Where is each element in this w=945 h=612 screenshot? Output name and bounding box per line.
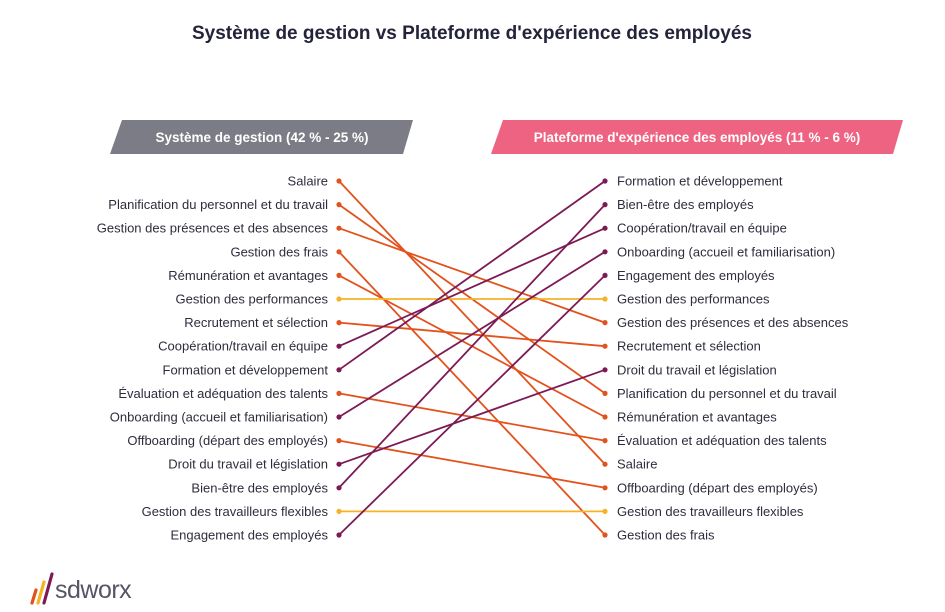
left-label-formation-et-developpement: Formation et développement xyxy=(163,362,329,377)
left-label-gestion-des-frais: Gestion des frais xyxy=(230,244,328,259)
sdworx-logo: sdworx xyxy=(30,572,133,605)
right-label-gestion-des-presences-et-des-absences: Gestion des présences et des absences xyxy=(617,315,849,330)
left-label-evaluation-et-adequation-des-talents: Évaluation et adéquation des talents xyxy=(118,386,328,401)
left-label-droit-du-travail-et-legislation: Droit du travail et législation xyxy=(168,457,328,472)
right-dot-gestion-des-presences-et-des-absences xyxy=(602,320,608,326)
connector-line-salaire xyxy=(338,180,606,465)
left-dot-evaluation-et-adequation-des-talents xyxy=(336,390,342,396)
connector-line-bien-etre-des-employes xyxy=(338,203,606,489)
left-label-salaire: Salaire xyxy=(288,174,328,189)
left-header-label: Système de gestion (42 % - 25 %) xyxy=(155,130,368,145)
left-dot-recrutement-et-selection xyxy=(336,320,342,326)
left-label-gestion-des-presences-et-des-absences: Gestion des présences et des absences xyxy=(97,221,329,236)
right-dot-evaluation-et-adequation-des-talents xyxy=(602,438,608,444)
right-dot-bien-etre-des-employes xyxy=(602,202,608,208)
left-label-gestion-des-performances: Gestion des performances xyxy=(176,292,329,307)
right-label-gestion-des-performances: Gestion des performances xyxy=(617,292,770,307)
right-header-bar xyxy=(491,120,903,154)
right-dot-engagement-des-employes xyxy=(602,272,608,278)
chart-title: Système de gestion vs Plateforme d'expér… xyxy=(192,23,752,44)
left-dot-formation-et-developpement xyxy=(336,367,342,373)
right-dot-gestion-des-travailleurs-flexibles xyxy=(602,508,608,514)
left-label-recrutement-et-selection: Recrutement et sélection xyxy=(184,315,328,330)
right-label-evaluation-et-adequation-des-talents: Évaluation et adéquation des talents xyxy=(617,433,827,448)
left-dot-remuneration-et-avantages xyxy=(336,272,342,278)
left-label-bien-etre-des-employes: Bien-être des employés xyxy=(191,480,328,495)
left-dot-engagement-des-employes xyxy=(336,532,342,538)
left-dot-salaire xyxy=(336,178,342,184)
right-dot-gestion-des-performances xyxy=(602,296,608,302)
right-label-remuneration-et-avantages: Rémunération et avantages xyxy=(617,410,777,425)
connector-line-formation-et-developpement xyxy=(338,180,606,371)
logo-mark-icon xyxy=(30,572,54,605)
left-dot-planification-du-personnel-et-du-travail xyxy=(336,202,342,208)
left-label-gestion-des-travailleurs-flexibles: Gestion des travailleurs flexibles xyxy=(142,504,329,519)
left-dot-onboarding-accueil-et-familiarisation xyxy=(336,414,342,420)
right-dot-droit-du-travail-et-legislation xyxy=(602,367,608,373)
left-dot-gestion-des-performances xyxy=(336,296,342,302)
left-dot-bien-etre-des-employes xyxy=(336,485,342,491)
right-dot-recrutement-et-selection xyxy=(602,343,608,349)
left-dot-offboarding-depart-des-employes xyxy=(336,438,342,444)
left-dot-gestion-des-travailleurs-flexibles xyxy=(336,508,342,514)
left-label-offboarding-depart-des-employes: Offboarding (départ des employés) xyxy=(127,433,328,448)
left-dot-droit-du-travail-et-legislation xyxy=(336,461,342,467)
right-dot-remuneration-et-avantages xyxy=(602,414,608,420)
right-labels: Formation et développement Bien-être des … xyxy=(617,174,849,543)
right-label-cooperation-travail-en-equipe: Coopération/travail en équipe xyxy=(617,221,787,236)
right-dot-gestion-des-frais xyxy=(602,532,608,538)
right-header-label: Plateforme d'expérience des employés (11… xyxy=(534,130,861,145)
left-label-remuneration-et-avantages: Rémunération et avantages xyxy=(168,268,328,283)
left-header-bar xyxy=(110,120,413,154)
right-label-recrutement-et-selection: Recrutement et sélection xyxy=(617,339,761,354)
connector-line-droit-du-travail-et-legislation xyxy=(338,368,606,466)
left-dot-gestion-des-frais xyxy=(336,249,342,255)
right-dot-onboarding-accueil-et-familiarisation xyxy=(602,249,608,255)
right-label-salaire: Salaire xyxy=(617,457,657,472)
right-label-offboarding-depart-des-employes: Offboarding (départ des employés) xyxy=(617,480,818,495)
connector-line-engagement-des-employes xyxy=(338,274,606,536)
left-label-planification-du-personnel-et-du-travail: Planification du personnel et du travail xyxy=(108,197,328,212)
left-label-onboarding-accueil-et-familiarisation: Onboarding (accueil et familiarisation) xyxy=(110,410,328,425)
connector-line-cooperation-travail-en-equipe xyxy=(338,227,606,348)
right-dot-planification-du-personnel-et-du-travail xyxy=(602,390,608,396)
connector-lines xyxy=(336,178,608,538)
right-dot-salaire xyxy=(602,461,608,467)
left-dot-gestion-des-presences-et-des-absences xyxy=(336,225,342,231)
connector-line-onboarding-accueil-et-familiarisation xyxy=(338,251,606,418)
right-dot-formation-et-developpement xyxy=(602,178,608,184)
right-label-droit-du-travail-et-legislation: Droit du travail et législation xyxy=(617,362,777,377)
right-label-engagement-des-employes: Engagement des employés xyxy=(617,268,775,283)
right-label-onboarding-accueil-et-familiarisation: Onboarding (accueil et familiarisation) xyxy=(617,244,835,259)
left-label-engagement-des-employes: Engagement des employés xyxy=(170,528,328,543)
right-label-gestion-des-travailleurs-flexibles: Gestion des travailleurs flexibles xyxy=(617,504,804,519)
connector-line-offboarding-depart-des-employes xyxy=(338,439,606,489)
left-dot-cooperation-travail-en-equipe xyxy=(336,343,342,349)
left-label-cooperation-travail-en-equipe: Coopération/travail en équipe xyxy=(158,339,328,354)
right-label-bien-etre-des-employes: Bien-être des employés xyxy=(617,197,754,212)
right-dot-offboarding-depart-des-employes xyxy=(602,485,608,491)
right-dot-cooperation-travail-en-equipe xyxy=(602,225,608,231)
logo-text: sdworx xyxy=(55,576,132,604)
right-label-planification-du-personnel-et-du-travail: Planification du personnel et du travail xyxy=(617,386,837,401)
right-label-gestion-des-frais: Gestion des frais xyxy=(617,528,715,543)
right-label-formation-et-developpement: Formation et développement xyxy=(617,174,783,189)
left-labels: Salaire Planification du personnel et du … xyxy=(97,174,329,543)
connector-line-gestion-des-frais xyxy=(338,251,606,536)
